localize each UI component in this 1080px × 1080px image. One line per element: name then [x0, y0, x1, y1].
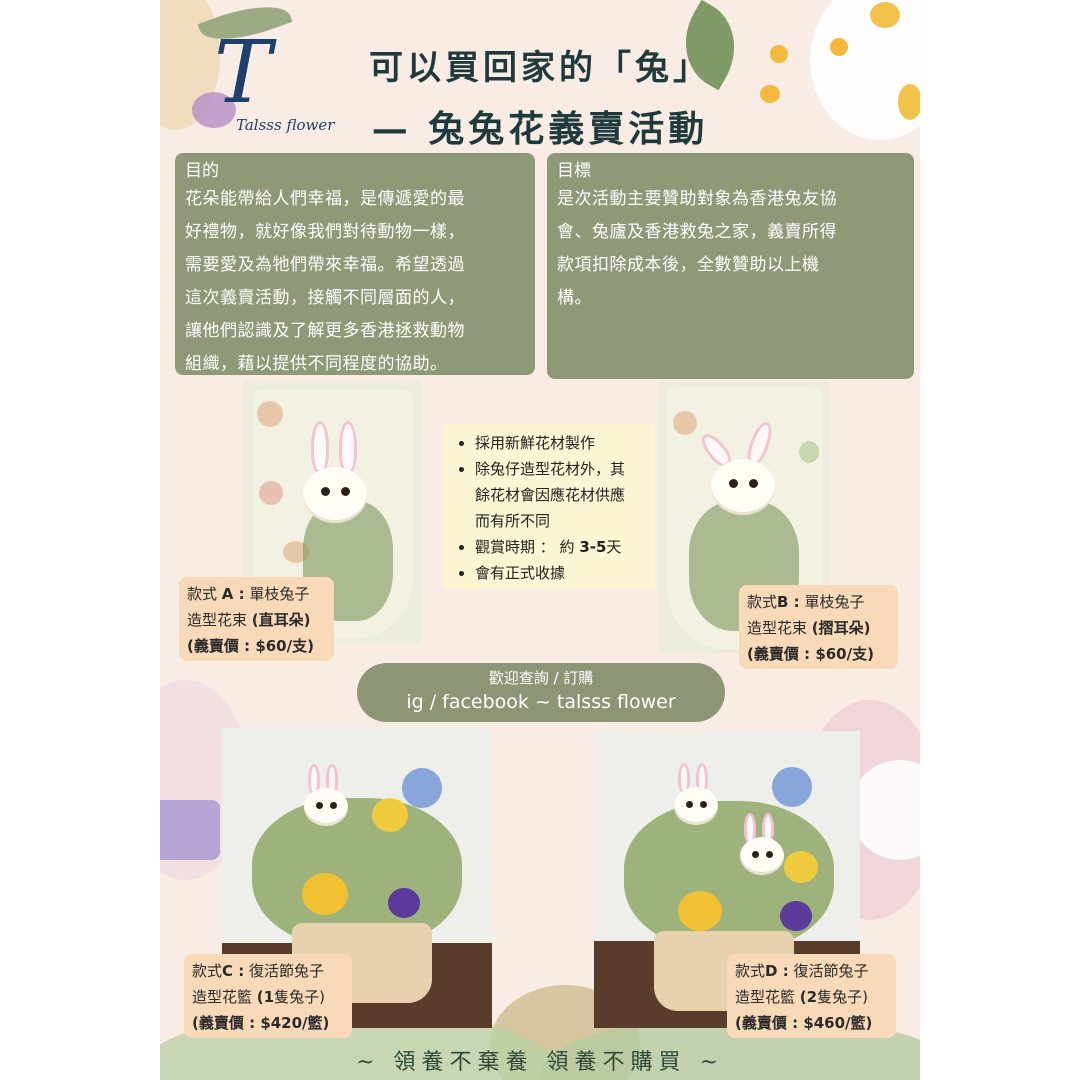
wrap-pattern: [799, 441, 819, 463]
logo-flowers: [192, 92, 236, 128]
bunny-head: [303, 467, 367, 523]
contact-line-1: 歡迎查詢 / 訂購: [488, 669, 594, 687]
yellow-flower: [784, 851, 818, 883]
purpose-line: 好禮物，就好像我們對待動物一樣，: [185, 222, 465, 242]
contact-banner: 歡迎查詢 / 訂購 ig / facebook ~ talsss flower: [357, 663, 725, 722]
bunny-eye: [686, 801, 693, 808]
product-d-price-tag: 款式D : 復活節兔子 造型花籃 (2隻兔子) (義賣價 : $460/籃): [727, 954, 896, 1038]
product-c-price-tag: 款式C : 復活節兔子 造型花籃 (1隻兔子) (義賣價 : $420/籃): [184, 954, 352, 1038]
goal-line: 款項扣除成本後，全數贊助以上機: [557, 255, 820, 275]
bunny-head: [740, 837, 784, 875]
product-c-photo: [222, 728, 492, 1028]
blue-flower: [772, 767, 812, 807]
logo-letter: T: [214, 23, 272, 123]
bunny-eye: [766, 851, 773, 858]
product-a-line3: (義賣價 : $60/支): [187, 637, 314, 655]
bunny-ear: [339, 421, 357, 473]
feature-item: 採用新鮮花材製作: [475, 430, 647, 456]
purple-flower: [780, 901, 812, 931]
purpose-line: 組織，藉以提供不同程度的協助。: [185, 354, 448, 374]
blue-flower: [402, 768, 442, 808]
footer-slogan: ~ 領養不棄養 領養不購買 ~: [356, 1050, 724, 1075]
yellow-bud-decoration: [760, 85, 780, 103]
goal-panel: 目標 是次活動主要贊助對象為香港兔友協 會、兔廬及香港救兔之家，義賣所得 款項扣…: [547, 153, 914, 379]
product-c-line3: (義賣價 : $420/籃): [192, 1014, 330, 1032]
purpose-panel: 目的 花朵能帶給人們幸福，是傳遞愛的最 好禮物，就好像我們對待動物一樣， 需要愛…: [175, 153, 535, 375]
goal-text: 是次活動主要贊助對象為香港兔友協 會、兔廬及香港救兔之家，義賣所得 款項扣除成本…: [557, 183, 914, 315]
features-box: 採用新鮮花材製作 除兔仔造型花材外，其 餘花材會因應花材供應 而有所不同 觀賞時…: [443, 424, 655, 590]
product-b-line3: (義賣價 : $60/支): [747, 645, 874, 663]
bunny-eye: [729, 479, 738, 488]
wrap-pattern: [673, 411, 697, 435]
bunny-eye: [316, 802, 323, 809]
wrap-pattern: [283, 541, 309, 563]
bunny-eye: [321, 487, 330, 496]
ribbon-decoration: [160, 800, 220, 860]
product-b-line1: 款式B : 單枝兔子: [747, 593, 865, 611]
product-a-price-tag: 款式 A : 單枝兔子 造型花束 (直耳朵) (義賣價 : $60/支): [179, 577, 334, 661]
bunny-head: [711, 459, 775, 515]
contact-line-2: ig / facebook ~ talsss flower: [406, 691, 676, 713]
feature-item: 會有正式收據: [475, 560, 647, 586]
goal-line: 會、兔廬及香港救兔之家，義賣所得: [557, 222, 837, 242]
wrap-pattern: [259, 481, 283, 505]
purpose-text: 花朵能帶給人們幸福，是傳遞愛的最 好禮物，就好像我們對待動物一樣， 需要愛及為牠…: [185, 183, 535, 381]
purple-flower: [388, 888, 420, 918]
product-c-line2: 造型花籃 (1隻兔子): [192, 988, 325, 1006]
product-d-line3: (義賣價 : $460/籃): [735, 1014, 873, 1032]
wrap-pattern: [257, 401, 283, 427]
yellow-flower: [372, 798, 408, 832]
yellow-bud-decoration: [830, 38, 848, 56]
product-c-line1: 款式C : 復活節兔子: [192, 962, 325, 980]
bunny-head: [304, 788, 348, 826]
product-d-line1: 款式D : 復活節兔子: [735, 962, 869, 980]
flower-center-decoration: [870, 2, 900, 28]
title-line-2: — 兔兔花義賣活動: [371, 108, 709, 150]
bunny-head: [674, 787, 718, 825]
feature-item: 除兔仔造型花材外，其 餘花材會因應花材供應 而有所不同: [475, 456, 647, 534]
bunny-eye: [700, 801, 707, 808]
product-a-line2: 造型花束 (直耳朵): [187, 611, 311, 629]
flower-center-decoration: [898, 84, 920, 120]
product-b-price-tag: 款式B : 單枝兔子 造型花束 (摺耳朵) (義賣價 : $60/支): [739, 585, 898, 669]
product-d-line2: 造型花籃 (2隻兔子): [735, 988, 868, 1006]
bunny-eye: [752, 851, 759, 858]
right-margin: [920, 0, 1080, 1080]
purpose-heading: 目的: [185, 161, 219, 181]
bunny-eye: [330, 802, 337, 809]
yellow-bud-decoration: [770, 45, 788, 63]
logo-text: Talsss flower: [236, 116, 335, 134]
yellow-flower: [678, 891, 722, 931]
white-flower-decoration: [810, 0, 920, 140]
goal-line: 構。: [557, 288, 592, 308]
features-list: 採用新鮮花材製作 除兔仔造型花材外，其 餘花材會因應花材供應 而有所不同 觀賞時…: [465, 430, 647, 586]
product-b-line2: 造型花束 (摺耳朵): [747, 619, 871, 637]
purpose-line: 這次義賣活動，接觸不同層面的人，: [185, 288, 465, 308]
bunny-eye: [341, 487, 350, 496]
left-margin: [0, 0, 160, 1080]
brand-logo: T Talsss flower: [186, 23, 334, 140]
product-a-line1: 款式 A : 單枝兔子: [187, 585, 310, 603]
bunny-ear: [311, 421, 329, 473]
feature-item: 觀賞時期 ： 約 3-5天: [475, 534, 647, 560]
bunny-eye: [749, 479, 758, 488]
purpose-line: 花朵能帶給人們幸福，是傳遞愛的最: [185, 189, 465, 209]
yellow-flower: [302, 873, 348, 915]
purpose-line: 讓他們認識及了解更多香港拯救動物: [185, 321, 465, 341]
purpose-line: 需要愛及為牠們帶來幸福。希望透過: [185, 255, 465, 275]
title-line-1: 可以買回家的「兔」: [369, 48, 711, 88]
goal-heading: 目標: [557, 161, 591, 181]
goal-line: 是次活動主要贊助對象為香港兔友協: [557, 189, 837, 209]
